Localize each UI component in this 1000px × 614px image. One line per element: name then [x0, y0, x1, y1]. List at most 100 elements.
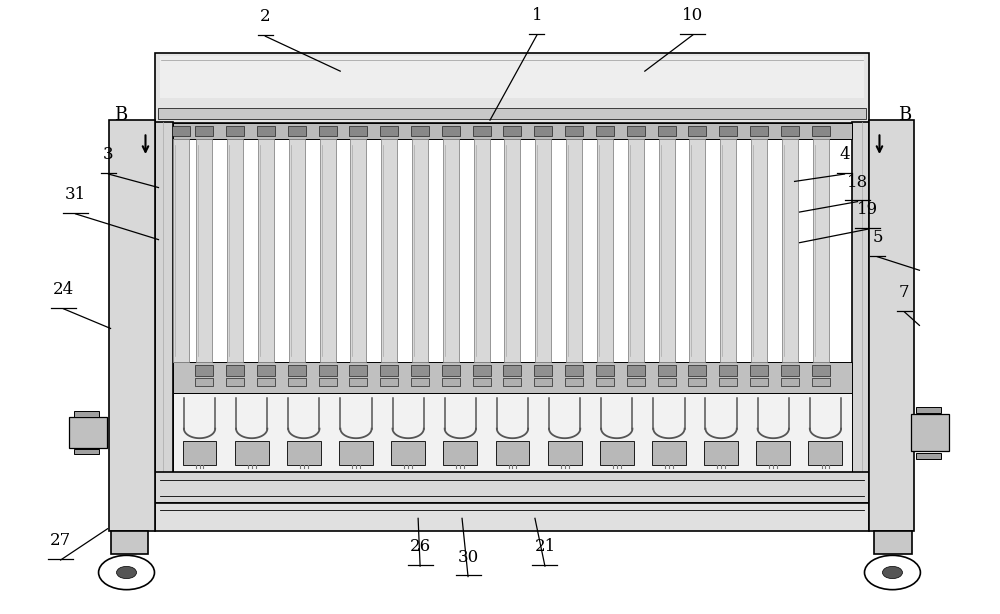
Bar — [658, 365, 676, 376]
Bar — [566, 139, 582, 362]
Bar — [535, 139, 551, 362]
Bar — [689, 139, 705, 362]
Bar — [350, 139, 366, 362]
Bar — [750, 365, 768, 376]
Bar — [235, 441, 269, 465]
Bar — [781, 365, 799, 376]
Bar — [320, 139, 336, 362]
Bar — [874, 530, 912, 554]
Bar — [391, 441, 425, 465]
Bar — [812, 378, 830, 386]
Bar — [442, 378, 460, 386]
Bar — [109, 120, 155, 530]
Bar — [565, 365, 583, 376]
Bar — [852, 122, 869, 503]
Bar — [380, 378, 398, 386]
Bar — [411, 126, 429, 136]
Bar — [319, 378, 337, 386]
Bar — [504, 139, 520, 362]
Bar — [596, 365, 614, 376]
Bar — [411, 365, 429, 376]
Bar — [349, 378, 367, 386]
Bar — [781, 378, 799, 386]
Bar — [257, 365, 275, 376]
Bar — [627, 378, 645, 386]
Bar — [474, 139, 490, 362]
Bar — [534, 365, 552, 376]
Bar — [473, 365, 491, 376]
Bar — [319, 365, 337, 376]
Bar — [258, 139, 274, 362]
Bar — [503, 126, 521, 136]
Text: 26: 26 — [410, 538, 431, 555]
Bar — [442, 126, 460, 136]
Text: 30: 30 — [457, 548, 479, 565]
Bar — [226, 378, 244, 386]
Text: 5: 5 — [872, 229, 883, 246]
Bar — [158, 108, 866, 119]
Bar — [719, 126, 737, 136]
Text: 1: 1 — [532, 7, 542, 24]
Circle shape — [864, 555, 920, 589]
Bar — [288, 378, 306, 386]
Bar — [812, 126, 830, 136]
Bar — [74, 411, 99, 417]
Text: 19: 19 — [857, 201, 878, 218]
Bar — [443, 139, 459, 362]
Bar — [349, 126, 367, 136]
Bar — [288, 126, 306, 136]
Text: 31: 31 — [65, 186, 86, 203]
Circle shape — [882, 566, 902, 578]
Text: 21: 21 — [534, 538, 556, 555]
Bar — [812, 365, 830, 376]
Bar — [911, 414, 949, 451]
Bar — [155, 472, 869, 503]
Bar — [173, 362, 852, 393]
Text: 2: 2 — [260, 8, 271, 25]
Bar — [565, 126, 583, 136]
Bar — [473, 378, 491, 386]
Text: 18: 18 — [847, 174, 868, 190]
Bar — [227, 139, 243, 362]
Bar — [195, 365, 213, 376]
Bar — [534, 378, 552, 386]
Text: 27: 27 — [50, 532, 71, 549]
Bar — [503, 378, 521, 386]
Bar — [597, 139, 613, 362]
Bar — [257, 126, 275, 136]
Bar — [411, 378, 429, 386]
Text: 10: 10 — [682, 7, 703, 24]
Bar — [288, 365, 306, 376]
Bar — [869, 120, 914, 530]
Bar — [226, 126, 244, 136]
Bar — [319, 126, 337, 136]
Text: 7: 7 — [899, 284, 910, 301]
Bar — [688, 126, 706, 136]
Bar — [173, 393, 852, 472]
Bar — [111, 530, 148, 554]
Bar — [782, 139, 798, 362]
Bar — [916, 407, 941, 413]
Text: 4: 4 — [839, 146, 850, 163]
Bar — [183, 441, 216, 465]
Circle shape — [99, 555, 154, 589]
Bar — [172, 126, 190, 136]
Bar — [381, 139, 397, 362]
Bar — [196, 139, 212, 362]
Bar — [627, 126, 645, 136]
Bar — [69, 418, 107, 448]
Bar — [548, 441, 582, 465]
Bar — [719, 365, 737, 376]
Bar — [173, 123, 852, 139]
Bar — [658, 126, 676, 136]
Bar — [380, 365, 398, 376]
Bar — [503, 365, 521, 376]
Bar — [287, 441, 321, 465]
Bar — [750, 126, 768, 136]
Bar — [226, 365, 244, 376]
Bar — [155, 53, 869, 123]
Bar — [473, 126, 491, 136]
Bar — [756, 441, 790, 465]
Bar — [719, 378, 737, 386]
Text: 24: 24 — [53, 281, 74, 298]
